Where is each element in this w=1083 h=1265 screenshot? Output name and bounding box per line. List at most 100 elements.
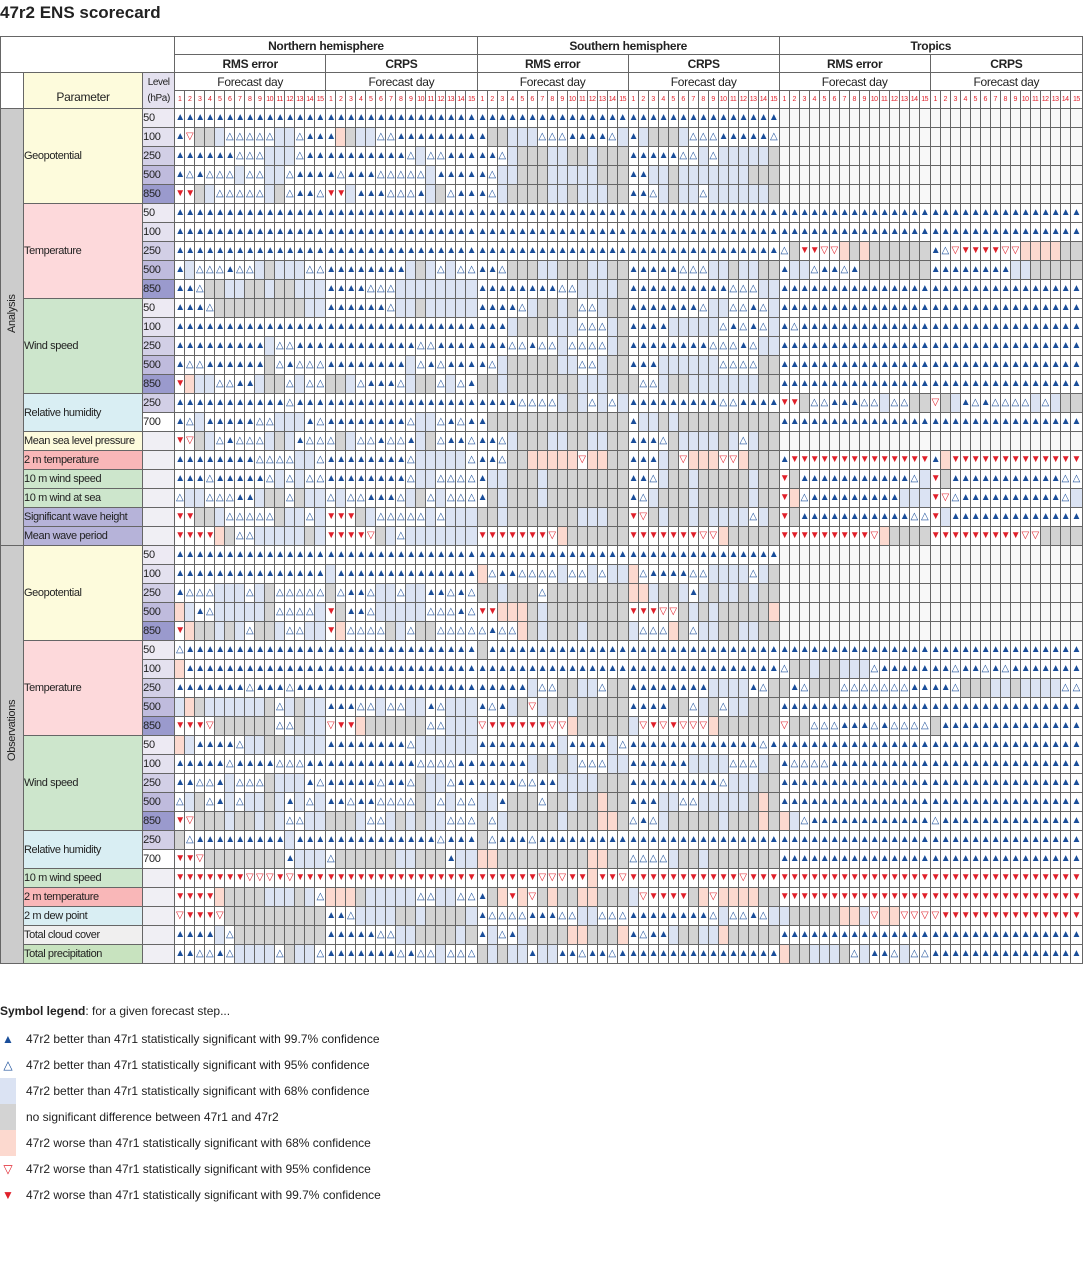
up-triangle-icon: ▲ [889,378,900,389]
score-cell: ▲ [184,336,196,356]
score-cell: ▼ [667,716,679,736]
up-triangle-outline-icon: △ [749,359,757,370]
score-cell: ▲ [566,127,578,147]
up-triangle-icon: ▲ [768,226,779,237]
score-cell [264,716,276,736]
up-triangle-icon: ▲ [849,302,860,313]
score-cell [254,374,266,394]
score-cell: ▲ [1019,298,1031,318]
score-cell: △ [274,583,286,603]
score-cell [606,621,618,641]
up-triangle-icon: ▲ [426,359,436,370]
score-cell [526,602,538,622]
up-triangle-icon: ▲ [698,682,709,693]
score-cell: △ [576,298,588,318]
score-cell: ▲ [677,203,689,223]
score-cell: ▲ [627,355,639,375]
up-triangle-icon: ▲ [668,207,679,218]
score-cell: △ [445,621,457,641]
score-cell: ▲ [1069,716,1083,736]
up-triangle-icon: ▲ [376,378,386,389]
score-cell: ▲ [657,317,669,337]
score-cell [1059,526,1071,546]
score-cell: ▼ [858,526,870,546]
score-cell: ▲ [657,678,669,698]
score-cell: △ [788,317,800,337]
level-cell: 250 [142,678,176,698]
score-cell: ▲ [244,374,256,394]
up-triangle-icon: ▲ [366,492,376,503]
up-triangle-icon: ▲ [477,492,488,503]
up-triangle-icon: ▲ [638,663,649,674]
score-cell: ▲ [455,241,467,261]
up-triangle-icon: ▲ [235,359,245,370]
score-cell [838,659,850,679]
score-cell [727,583,739,603]
score-cell: △ [234,260,246,280]
score-cell: ▲ [727,317,739,337]
score-cell: ▲ [908,203,920,223]
up-triangle-outline-icon: △ [205,473,214,484]
score-cell: ▽ [818,241,830,261]
up-triangle-icon: ▲ [940,283,951,294]
score-cell: ▼ [506,716,518,736]
score-cell: ▲ [828,279,840,299]
score-cell [194,127,206,147]
up-triangle-icon: ▲ [688,549,699,560]
score-cell: ▲ [1069,298,1083,318]
score-cell: △ [304,260,316,280]
score-cell [1029,621,1041,641]
score-cell [536,165,548,185]
score-cell: ▲ [314,108,327,128]
up-triangle-icon: ▲ [366,112,376,123]
score-cell [476,583,488,603]
score-cell: △ [808,260,820,280]
table-row: 100 ▲ ▲ ▲ ▲ ▲ ▲ ▲ ▲ ▲ ▲ ▲ ▲ ▲ ▲ ▲ ▲ ▲ ▲ ▲ ▲ ▲ ▲ ▲ ▲ ▲ ▲ ▲ ▲ ▲ ▲ ▲ ▲ ▲ △ △ △ ▲… [1,317,1083,337]
score-cell [325,583,337,603]
score-cell: ▼ [929,488,941,508]
score-cell: △ [314,355,327,375]
score-cell: ▲ [254,222,266,242]
score-cell [687,602,699,622]
score-cell: ▲ [556,222,568,242]
score-cell [798,260,810,280]
up-triangle-icon: ▲ [215,663,225,674]
up-triangle-icon: ▲ [346,397,356,408]
up-triangle-outline-icon: △ [719,701,727,712]
score-cell: ▲ [637,222,649,242]
up-triangle-icon: ▲ [477,663,488,674]
score-cell: ▲ [194,317,206,337]
up-triangle-outline-icon: △ [215,264,224,275]
score-cell: ▲ [586,659,598,679]
score-cell: ▲ [445,127,457,147]
up-triangle-icon: ▲ [839,473,850,484]
score-cell: △ [727,393,739,413]
up-triangle-icon: ▲ [738,340,749,351]
score-cell [616,716,629,736]
score-cell: ▽ [949,241,961,261]
score-cell [566,716,578,736]
down-triangle-icon: ▼ [930,511,941,522]
up-triangle-outline-icon: △ [467,435,476,446]
score-cell [526,146,538,166]
down-triangle-icon: ▼ [779,473,790,484]
up-triangle-icon: ▲ [185,283,195,294]
score-cell: ▼ [778,469,790,489]
up-triangle-icon: ▲ [426,226,436,237]
up-triangle-icon: ▲ [215,226,225,237]
up-triangle-icon: ▲ [547,283,558,294]
score-cell: △ [818,393,830,413]
up-triangle-icon: ▲ [366,321,376,332]
score-cell: △ [224,374,236,394]
score-cell: △ [395,165,407,185]
score-cell [908,602,920,622]
up-triangle-icon: ▲ [406,435,416,446]
up-triangle-icon: ▲ [1020,378,1031,389]
score-cell: △ [224,165,236,185]
score-cell: ▲ [1019,640,1031,660]
up-triangle-icon: ▲ [366,397,376,408]
score-cell: ▲ [224,108,236,128]
up-triangle-outline-icon: △ [456,492,465,503]
up-triangle-icon: ▲ [960,397,971,408]
score-cell [1019,108,1031,128]
